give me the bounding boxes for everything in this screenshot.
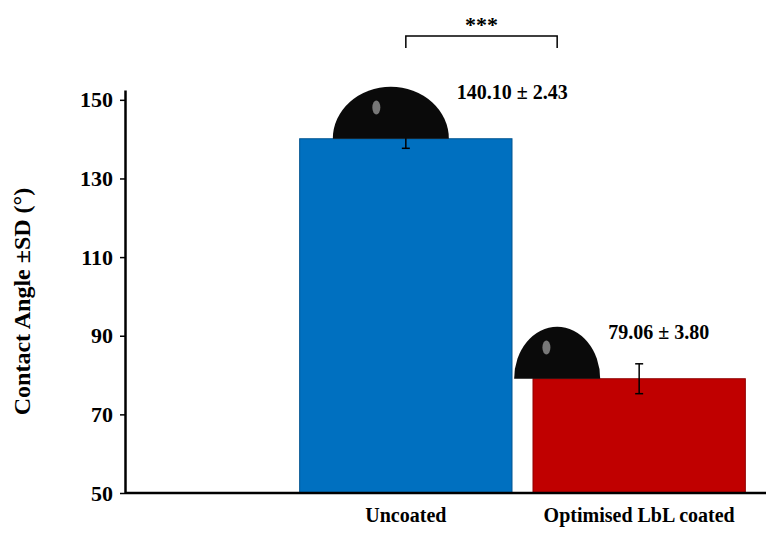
y-tick-mark (120, 100, 125, 102)
x-tick-label: Uncoated (365, 504, 446, 526)
y-axis: 50 70 90 110 130 150 (80, 87, 126, 505)
bar (533, 379, 745, 493)
y-tick-label: 110 (81, 245, 113, 270)
droplet (333, 87, 449, 139)
droplet-highlight (372, 101, 380, 115)
data-label: 79.06 ± 3.80 (608, 321, 709, 343)
y-tick: 150 (80, 87, 125, 112)
error-bar (635, 364, 643, 394)
y-tick: 90 (91, 323, 125, 348)
significance-bracket (406, 36, 557, 48)
bar (300, 139, 512, 493)
droplet (514, 327, 600, 379)
x-tick-label: Optimised LbL coated (544, 504, 735, 527)
y-axis-title: Contact Angle ±SD (°) (9, 188, 35, 415)
y-tick: 130 (80, 166, 125, 191)
chart-container: 50 70 90 110 130 150 Contact Angle ±SD (°) Unco… (0, 0, 774, 538)
error-cap (635, 393, 643, 395)
x-axis: Uncoated Optimised LbL coated (125, 493, 766, 527)
error-cap (635, 363, 643, 365)
y-tick: 50 (91, 481, 125, 506)
y-tick-mark (120, 414, 125, 416)
data-label: 140.10 ± 2.43 (457, 81, 568, 103)
droplet-highlight (542, 341, 550, 355)
error-stem (638, 364, 640, 394)
chart-svg: 50 70 90 110 130 150 Contact Angle ±SD (°) Unco… (0, 0, 774, 538)
y-tick: 70 (91, 402, 125, 427)
x-axis-line (125, 492, 766, 495)
x-tick: Uncoated (365, 493, 446, 526)
y-tick-mark (120, 178, 125, 180)
y-tick-label: 150 (80, 87, 113, 112)
x-tick: Optimised LbL coated (544, 493, 735, 527)
y-axis-line (124, 91, 127, 494)
y-tick-label: 50 (91, 481, 113, 506)
y-tick-mark (120, 257, 125, 259)
y-tick-mark (120, 493, 125, 495)
error-cap (402, 148, 410, 150)
y-tick-label: 130 (80, 166, 113, 191)
y-tick: 110 (81, 245, 125, 270)
y-tick-mark (120, 335, 125, 337)
y-tick-label: 70 (91, 402, 113, 427)
bars (300, 129, 746, 493)
significance-label: *** (465, 12, 498, 37)
y-tick-label: 90 (91, 323, 113, 348)
